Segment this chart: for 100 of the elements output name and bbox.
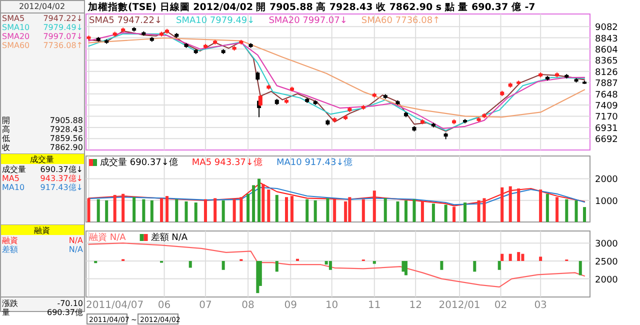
text: N/A: [68, 245, 84, 254]
bar: [578, 260, 582, 276]
text: -70.10: [57, 299, 83, 308]
text: MA5: [2, 174, 20, 183]
bar: [420, 201, 424, 222]
text: 7979.49↓: [43, 23, 83, 32]
y-tick-label: 3000: [595, 240, 618, 250]
y-tick-label: 8604: [595, 45, 618, 56]
bar: [222, 200, 225, 222]
x-tick-label: 2012/01: [438, 300, 480, 311]
bar: [132, 197, 136, 222]
bar: [306, 199, 309, 222]
text: SMA60: [2, 41, 30, 50]
text: SMA10: [2, 23, 30, 32]
x-tick-label: 10: [325, 300, 338, 311]
x-tick-label: 12: [409, 300, 422, 311]
bar: [498, 260, 501, 270]
y-tick-label: 2500: [595, 257, 618, 268]
y-tick-label: 2000: [595, 175, 618, 186]
bar: [256, 260, 260, 294]
series-label: MA5 943.37↓億: [192, 157, 262, 168]
text: 收: [2, 143, 10, 152]
bar: [142, 199, 146, 222]
x-tick-label: 03: [534, 300, 547, 311]
text: 低: [2, 134, 10, 143]
y-tick-label: 8126: [595, 68, 618, 78]
text: 漲跌: [2, 299, 18, 308]
y-tick-label: 7648: [595, 90, 618, 100]
bar: [267, 190, 270, 222]
bar: [521, 254, 524, 261]
bar: [402, 260, 405, 272]
bar: [252, 185, 256, 222]
text: N/A: [68, 236, 84, 245]
text: SMA5: [2, 14, 25, 23]
bar: [464, 202, 467, 222]
bar: [539, 190, 542, 222]
bar: [262, 184, 265, 222]
y-tick-label: 8843: [595, 34, 618, 44]
text: SMA20: [2, 32, 30, 41]
text: MA10: [2, 183, 25, 192]
bar: [473, 260, 476, 272]
bar: [546, 194, 549, 222]
text: 943.37億↓: [40, 174, 83, 183]
bar: [500, 187, 504, 222]
text: SMA20 7997.07↓: [268, 16, 348, 26]
x-tick-label: 08: [242, 300, 254, 311]
bar: [333, 199, 336, 222]
x-tick-label: 02: [494, 300, 508, 311]
bar: [246, 194, 250, 222]
bar: [194, 202, 198, 222]
bar: [565, 199, 568, 222]
bar: [184, 201, 188, 222]
bar: [556, 197, 559, 222]
text: 917.43億↓: [40, 183, 83, 192]
bar: [539, 256, 542, 261]
bar: [477, 200, 480, 222]
y-tick-label: 6692: [595, 135, 618, 146]
bar: [105, 200, 108, 222]
bar: [113, 194, 116, 222]
text: 2012/04/02: [18, 2, 66, 11]
x-tick-label: 2011/04/07: [86, 300, 144, 311]
text: 7947.22↓: [43, 14, 83, 23]
text: 高: [2, 125, 10, 134]
y-tick-label: 9082: [595, 23, 618, 34]
series-label: SMA5 7947.22↓: [89, 16, 162, 26]
bar: [574, 200, 578, 222]
bar: [275, 194, 278, 222]
x-tick-label: 07: [199, 300, 212, 311]
text: 7905.88: [50, 116, 83, 125]
bar: [404, 200, 408, 222]
bar: [482, 198, 486, 222]
bar: [204, 199, 207, 222]
bar: [583, 207, 586, 222]
bar: [412, 199, 416, 222]
x-tick-label: 09: [284, 300, 297, 311]
bar: [452, 206, 456, 222]
text: 7928.43: [50, 125, 83, 134]
text: 量: [2, 308, 10, 317]
bar: [290, 196, 294, 222]
bar: [275, 260, 278, 272]
bar: [222, 260, 225, 270]
bar: [314, 200, 317, 222]
bar: [214, 198, 217, 222]
text: 融資: [2, 236, 18, 245]
bar: [285, 197, 288, 222]
text: 成交量: [2, 165, 26, 174]
text: 7736.08↑: [43, 41, 83, 50]
bar: [232, 199, 236, 222]
series-label: SMA10 7979.49↓: [176, 16, 255, 26]
text: MA10 917.43↓億: [276, 157, 353, 168]
y-tick-label: 7170: [595, 112, 618, 123]
bar: [166, 196, 169, 222]
bar: [258, 178, 261, 222]
bar: [326, 198, 330, 222]
bar: [344, 201, 348, 222]
bar: [348, 197, 352, 222]
text: 690.37億↓: [40, 165, 83, 174]
legend-label: 成交量 690.37↓億: [100, 157, 178, 168]
x-tick-label: 11: [368, 300, 381, 311]
text: 開: [2, 116, 10, 125]
